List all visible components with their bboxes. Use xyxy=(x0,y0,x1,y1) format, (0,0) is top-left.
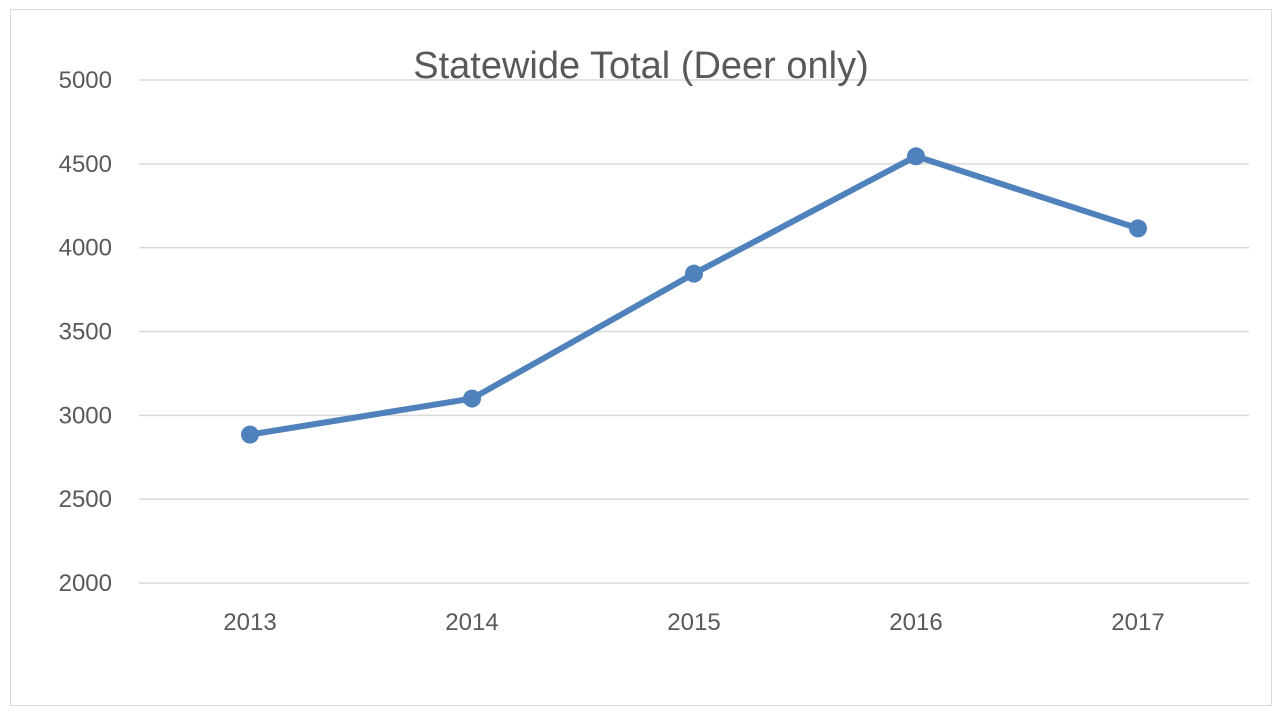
y-axis-tick-labels: 2000 2500 3000 3500 4000 4500 5000 xyxy=(59,67,112,597)
x-tick-label: 2015 xyxy=(667,609,720,636)
x-tick-label: 2016 xyxy=(889,609,942,636)
y-tick-label: 3500 xyxy=(59,319,112,346)
data-point-2017 xyxy=(1129,219,1147,238)
x-tick-label: 2017 xyxy=(1111,609,1164,636)
data-point-2013 xyxy=(241,425,259,444)
y-tick-label: 2500 xyxy=(59,486,112,513)
x-tick-label: 2013 xyxy=(223,609,276,636)
data-point-2014 xyxy=(463,389,481,408)
data-point-2015 xyxy=(685,264,703,283)
chart-title: Statewide Total (Deer only) xyxy=(413,45,869,87)
y-tick-label: 4500 xyxy=(59,151,112,178)
data-point-2016 xyxy=(907,147,925,166)
y-tick-label: 5000 xyxy=(59,67,112,94)
y-tick-label: 2000 xyxy=(59,570,112,597)
series-line xyxy=(247,153,1141,438)
y-tick-label: 4000 xyxy=(59,235,112,262)
gridlines xyxy=(139,79,1249,584)
series-layer xyxy=(241,147,1147,444)
chart-area xyxy=(10,9,1272,706)
x-axis-tick-labels: 2013 2014 2015 2016 2017 xyxy=(223,609,1164,636)
x-tick-label: 2014 xyxy=(445,609,498,636)
y-tick-label: 3000 xyxy=(59,402,112,429)
